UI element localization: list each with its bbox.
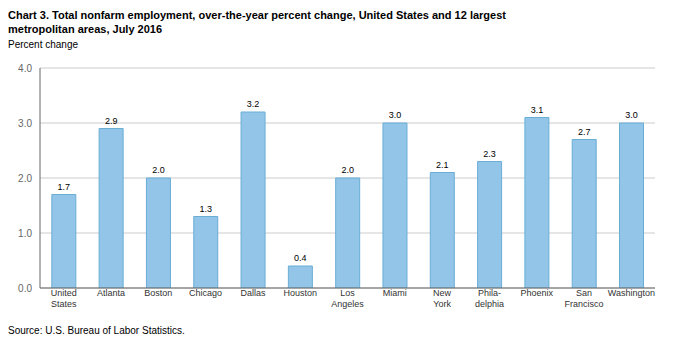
svg-text:Boston: Boston	[144, 288, 172, 298]
svg-text:2.3: 2.3	[483, 149, 496, 159]
svg-text:NewYork: NewYork	[433, 288, 452, 309]
svg-text:3.2: 3.2	[247, 99, 260, 109]
svg-text:1.7: 1.7	[58, 182, 71, 192]
svg-text:Miami: Miami	[383, 288, 407, 298]
svg-text:3.1: 3.1	[531, 105, 544, 115]
svg-text:2.9: 2.9	[105, 116, 118, 126]
svg-text:4.0: 4.0	[18, 63, 32, 74]
svg-text:2.0: 2.0	[341, 165, 354, 175]
svg-text:1.0: 1.0	[18, 228, 32, 239]
svg-text:1.3: 1.3	[199, 204, 212, 214]
svg-text:0.4: 0.4	[294, 253, 307, 263]
svg-text:2.0: 2.0	[152, 165, 165, 175]
svg-text:2.0: 2.0	[18, 173, 32, 184]
svg-text:Houston: Houston	[283, 288, 317, 298]
svg-text:0.0: 0.0	[18, 283, 32, 294]
svg-text:2.1: 2.1	[436, 160, 449, 170]
svg-text:3.0: 3.0	[389, 110, 402, 120]
html-text:Percent change: Percent change	[8, 39, 79, 50]
svg-text:UnitedStates: UnitedStates	[51, 288, 77, 309]
svg-text:LosAngeles: LosAngeles	[331, 288, 364, 309]
svg-text:Dallas: Dallas	[240, 288, 266, 298]
svg-text:Washington: Washington	[608, 288, 655, 298]
svg-text:2.7: 2.7	[578, 127, 591, 137]
svg-text:3.0: 3.0	[625, 110, 638, 120]
svg-text:Phila-delphia: Phila-delphia	[475, 288, 504, 309]
html-text:Chart 3. Total nonfarm employm: Chart 3. Total nonfarm employment, over-…	[8, 9, 506, 21]
html-text:metropolitan areas, July 2016: metropolitan areas, July 2016	[8, 23, 163, 35]
svg-text:3.0: 3.0	[18, 118, 32, 129]
svg-text:Chicago: Chicago	[189, 288, 222, 298]
html-text:Source: U.S. Bureau of Labor S: Source: U.S. Bureau of Labor Statistics.	[8, 325, 185, 336]
svg-text:SanFrancisco: SanFrancisco	[565, 288, 604, 309]
svg-text:Atlanta: Atlanta	[97, 288, 125, 298]
svg-text:Phoenix: Phoenix	[520, 288, 553, 298]
